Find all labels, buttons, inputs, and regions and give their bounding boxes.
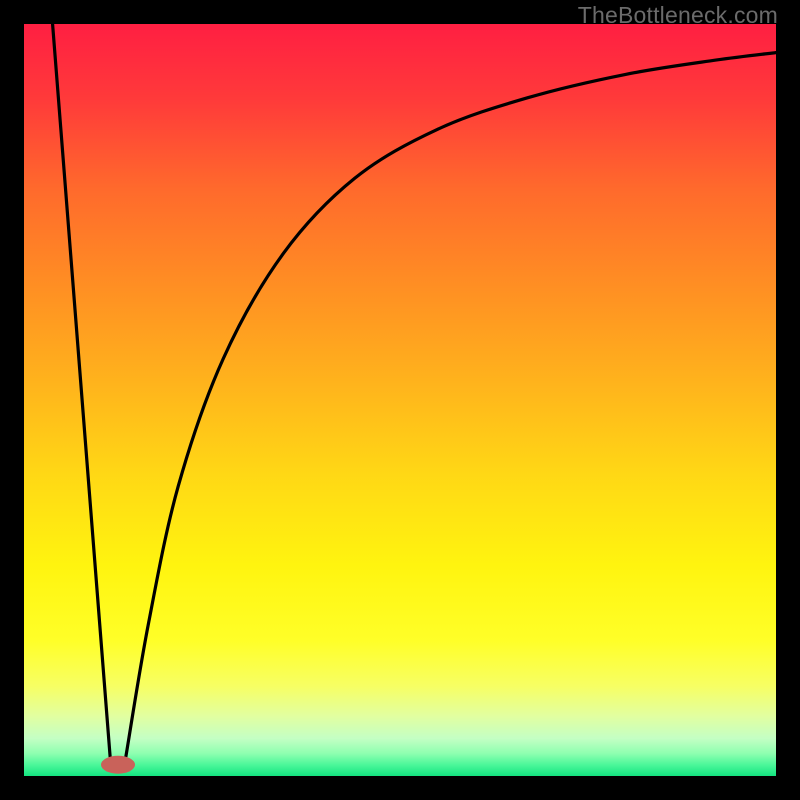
bottleneck-curve-left: [53, 24, 111, 756]
chart-svg-layer: [0, 0, 800, 800]
watermark-text: TheBottleneck.com: [578, 2, 778, 29]
optimal-point-marker: [101, 756, 135, 774]
bottleneck-curve-right: [126, 53, 776, 757]
